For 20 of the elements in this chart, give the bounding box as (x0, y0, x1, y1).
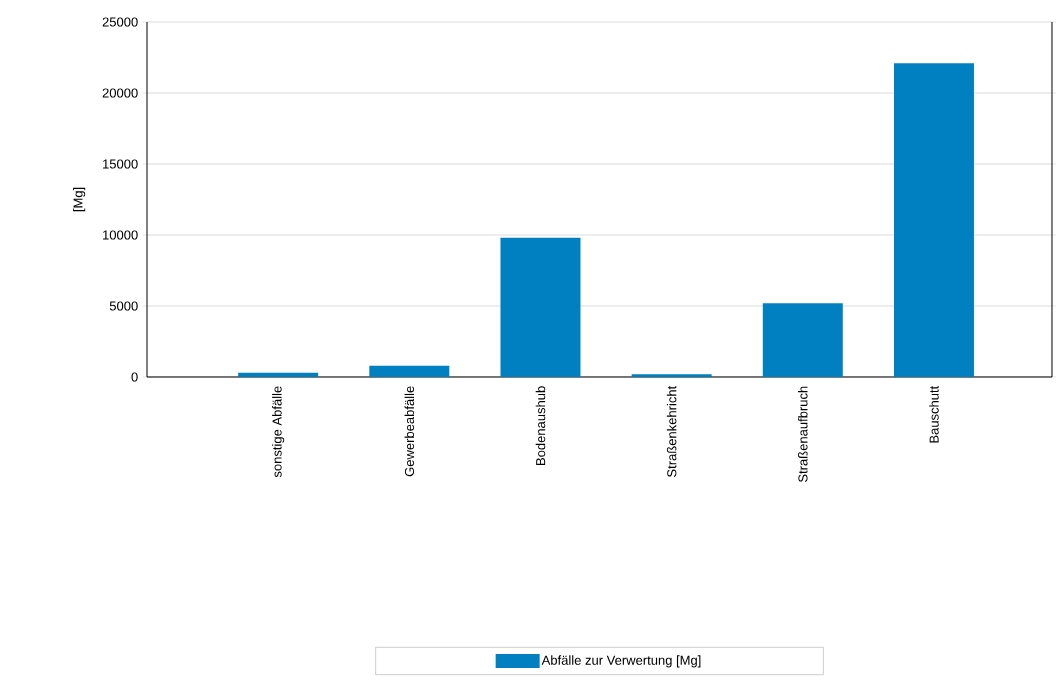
x-tick-label: Bodenaushub (535, 386, 546, 465)
bar (369, 365, 450, 377)
x-tick-label: Gewerbeabfälle (404, 386, 415, 477)
bar (762, 303, 843, 377)
y-tick-label: 20000 (102, 88, 138, 98)
y-tick-label: 15000 (103, 159, 138, 169)
y-tick-label: 0 (131, 372, 138, 382)
bar (631, 374, 712, 377)
y-tick-label: 5000 (109, 301, 138, 311)
legend-label: Abfälle zur Verwertung [Mg] (541, 655, 701, 668)
x-tick-label: sonstige Abfälle (272, 386, 285, 478)
bar (238, 372, 319, 377)
x-tick-label: Bauschutt (929, 385, 939, 443)
y-tick-label: 25000 (102, 17, 138, 27)
x-tick-label: Straßenkehricht (666, 385, 677, 477)
bar (893, 63, 974, 377)
y-tick-label: 10000 (103, 230, 138, 240)
x-tick-label: Straßenaufbruch (798, 386, 808, 483)
y-axis-title: [Mg] (73, 187, 86, 212)
bar (500, 237, 581, 377)
